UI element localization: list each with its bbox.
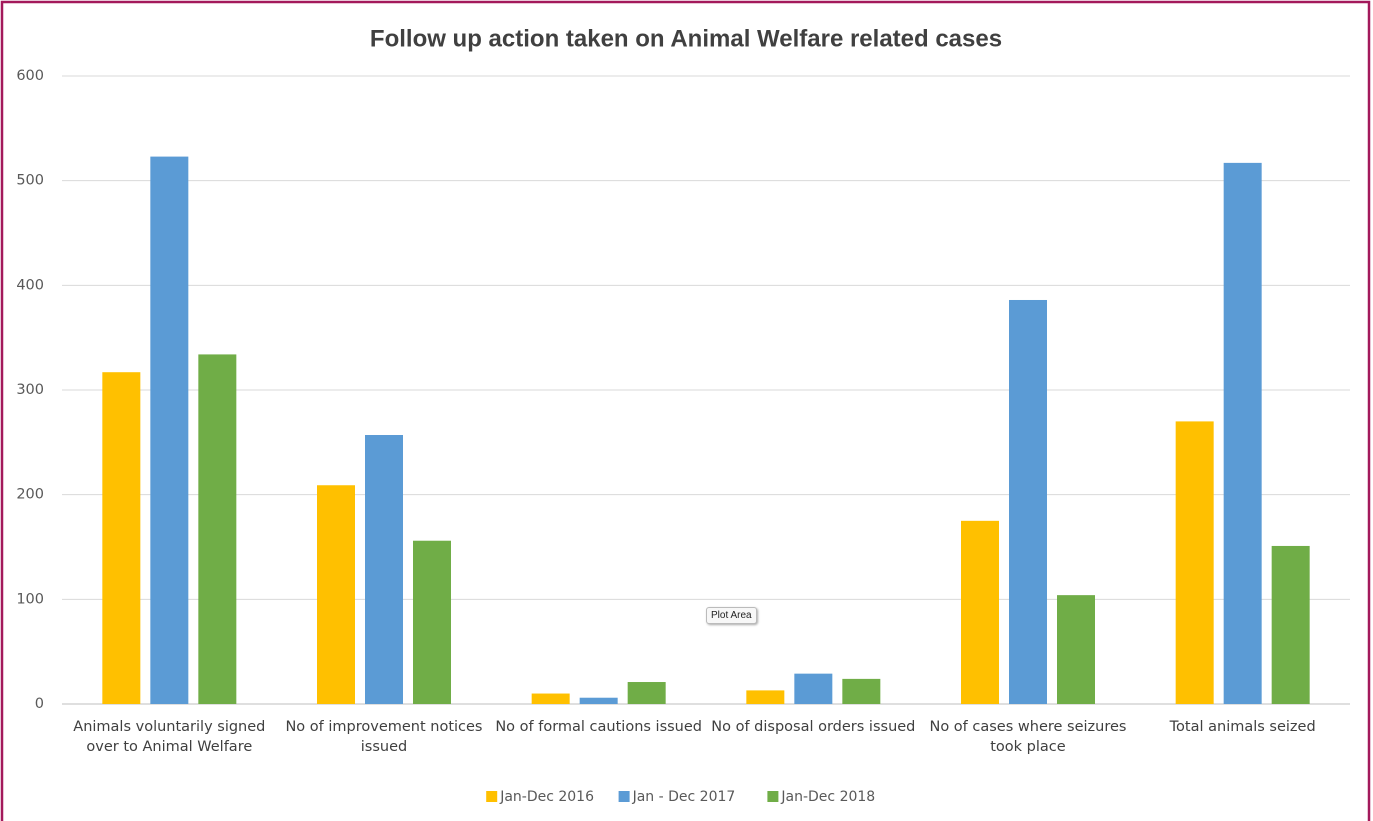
- chart-title: Follow up action taken on Animal Welfare…: [370, 25, 1002, 52]
- legend-swatch: [486, 791, 498, 802]
- y-tick-label: 600: [16, 68, 44, 84]
- tooltip: Plot Area: [706, 607, 757, 624]
- bar: [102, 372, 141, 704]
- bar: [746, 690, 785, 704]
- y-tick-label: 500: [16, 173, 44, 189]
- bar: [365, 435, 403, 704]
- bar: [1009, 299, 1047, 704]
- x-tick-label: No of disposal orders issued: [711, 719, 916, 735]
- bar: [317, 485, 355, 704]
- legend-label: Jan - Dec 2017: [632, 789, 736, 805]
- bar: [579, 697, 618, 704]
- y-tick-label: 200: [16, 487, 44, 503]
- y-tick-label: 0: [35, 696, 44, 712]
- y-tick-label: 100: [16, 591, 44, 607]
- bar: [531, 693, 570, 704]
- legend-label: Jan-Dec 2016: [499, 789, 594, 805]
- x-tick-label: Animals voluntarily signed over to Anima…: [73, 719, 266, 755]
- x-tick-label: Total animals seized: [1169, 719, 1316, 735]
- y-tick-label: 400: [16, 277, 44, 293]
- bar: [842, 678, 881, 704]
- bar: [794, 673, 833, 704]
- bar: [150, 156, 189, 705]
- x-tick-label: No of cases where seizures took place: [929, 719, 1127, 755]
- legend-label: Jan-Dec 2018: [780, 789, 875, 805]
- x-tick-label: No of improvement notices issued: [285, 719, 483, 755]
- bar: [1057, 595, 1095, 704]
- legend-swatch: [618, 791, 630, 802]
- x-tick-label: No of formal cautions issued: [495, 719, 702, 735]
- bar: [198, 354, 237, 704]
- legend-swatch: [767, 791, 779, 802]
- bar: [413, 540, 451, 704]
- bar: [1271, 545, 1310, 704]
- bar: [627, 682, 666, 704]
- bar: [961, 520, 999, 704]
- bar: [1223, 162, 1262, 704]
- bar: [1175, 421, 1214, 704]
- y-tick-label: 300: [16, 382, 44, 398]
